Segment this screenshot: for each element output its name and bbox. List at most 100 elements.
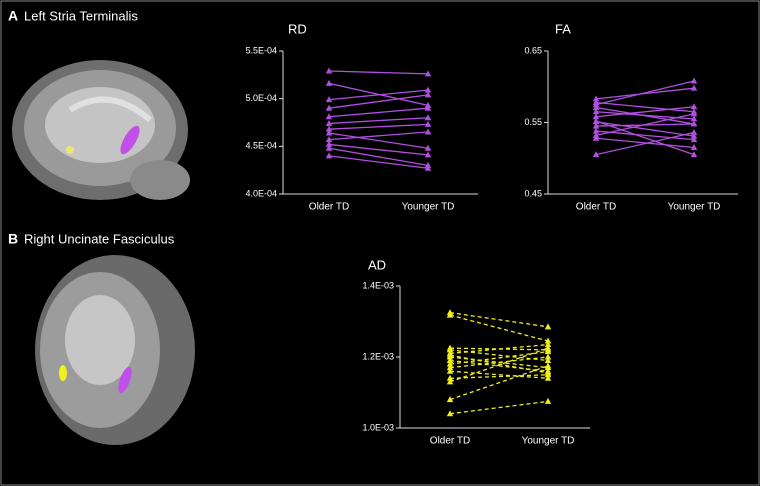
y-tick-label: 0.65 <box>524 45 542 55</box>
data-point <box>690 136 698 143</box>
data-point <box>325 125 333 132</box>
subject-line <box>449 343 549 355</box>
data-point <box>325 113 333 120</box>
data-point <box>592 134 600 141</box>
panel-letter: A <box>8 8 18 24</box>
data-point <box>424 128 432 135</box>
data-point <box>592 151 600 158</box>
data-point <box>446 351 454 358</box>
data-point <box>424 91 432 98</box>
data-point <box>592 95 600 102</box>
subject-line <box>595 113 695 137</box>
data-point <box>592 122 600 129</box>
data-point <box>544 397 552 404</box>
x-tick-label: Younger TD <box>668 202 721 213</box>
data-point <box>690 110 698 117</box>
data-point <box>690 120 698 127</box>
subject-line <box>328 132 429 149</box>
subject-line <box>449 314 549 342</box>
data-point <box>690 103 698 110</box>
subject-line <box>328 155 429 169</box>
data-point <box>592 108 600 115</box>
data-point <box>325 96 333 103</box>
data-point <box>424 164 432 171</box>
subject-line <box>449 347 549 383</box>
data-point <box>544 344 552 351</box>
subject-line <box>449 311 549 328</box>
subject-line <box>328 147 429 167</box>
chart-title: FA <box>555 21 571 36</box>
data-point <box>544 348 552 355</box>
coronal-brain <box>35 255 195 445</box>
data-point <box>592 117 600 124</box>
y-tick-label: 0.45 <box>524 188 542 198</box>
subject-line <box>328 143 429 156</box>
data-point <box>544 374 552 381</box>
data-point <box>544 337 552 344</box>
data-point <box>325 140 333 147</box>
data-point <box>592 103 600 110</box>
data-point <box>690 132 698 139</box>
subject-line <box>449 354 549 374</box>
data-point <box>325 79 333 86</box>
data-point <box>690 129 698 136</box>
data-point <box>325 104 333 111</box>
data-point <box>424 86 432 93</box>
data-point <box>544 362 552 369</box>
data-point <box>424 144 432 151</box>
subject-line <box>449 370 549 379</box>
data-point <box>592 127 600 134</box>
subject-line <box>595 131 695 156</box>
data-point <box>690 77 698 84</box>
data-point <box>446 410 454 417</box>
subject-line <box>449 356 549 369</box>
data-point <box>544 357 552 364</box>
subject-line <box>449 400 549 415</box>
data-point <box>544 369 552 376</box>
y-tick-label: 1.0E-03 <box>362 422 394 432</box>
data-point <box>424 120 432 127</box>
data-point <box>592 113 600 120</box>
subject-line <box>328 117 429 125</box>
subject-line <box>595 101 695 113</box>
sagittal-brain <box>12 60 190 200</box>
data-point <box>544 353 552 360</box>
subject-line <box>449 374 549 379</box>
data-point <box>446 378 454 385</box>
x-tick-label: Older TD <box>309 202 349 213</box>
x-tick-label: Younger TD <box>402 202 455 213</box>
data-point <box>325 67 333 74</box>
subject-line <box>595 106 695 118</box>
y-tick-label: 1.4E-03 <box>362 280 394 290</box>
subject-line <box>449 365 549 401</box>
data-point <box>446 396 454 403</box>
x-tick-label: Older TD <box>430 436 470 447</box>
y-tick-label: 4.5E-04 <box>245 141 277 151</box>
y-tick-label: 1.2E-03 <box>362 351 394 361</box>
data-point <box>325 129 333 136</box>
data-point <box>424 104 432 111</box>
x-tick-label: Older TD <box>576 202 616 213</box>
data-point <box>690 151 698 158</box>
subject-line <box>328 70 429 75</box>
panel-label: Left Stria Terminalis <box>24 8 138 23</box>
data-point <box>325 144 333 151</box>
data-point <box>424 114 432 121</box>
y-tick-label: 0.55 <box>524 117 542 127</box>
data-point <box>325 152 333 159</box>
data-point <box>544 341 552 348</box>
x-tick-label: Younger TD <box>522 436 575 447</box>
data-point <box>325 119 333 126</box>
data-point <box>446 374 454 381</box>
subject-line <box>328 89 429 101</box>
data-point <box>690 115 698 122</box>
data-point <box>446 364 454 371</box>
subject-line <box>595 130 695 141</box>
data-point <box>446 311 454 318</box>
data-point <box>544 323 552 330</box>
subject-line <box>595 80 695 106</box>
data-point <box>446 357 454 364</box>
data-point <box>325 136 333 143</box>
data-point <box>446 360 454 367</box>
